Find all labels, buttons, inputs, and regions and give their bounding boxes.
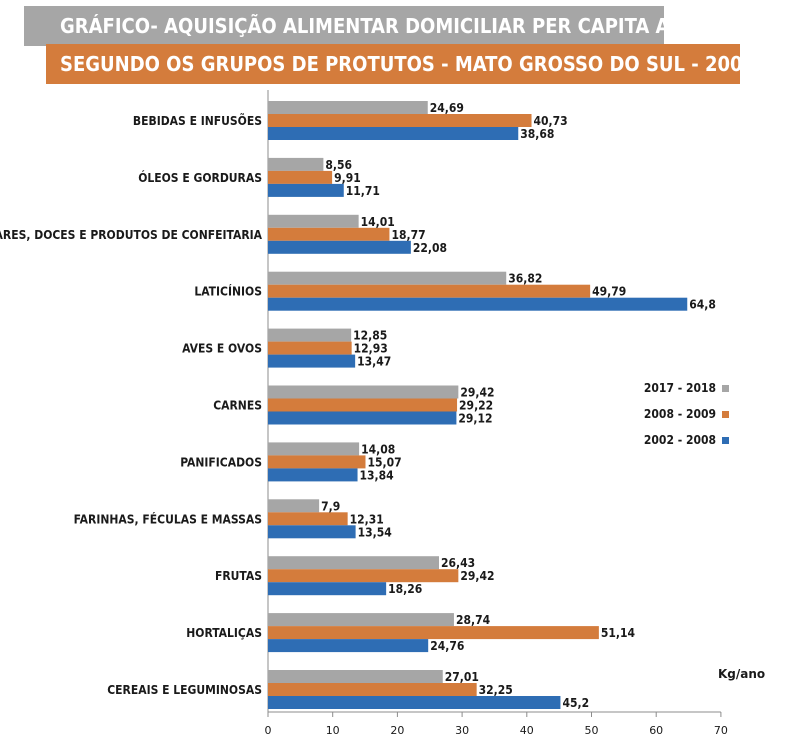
bar (268, 341, 352, 355)
bar (268, 183, 344, 197)
category-label: PANIFICADOS (180, 455, 262, 469)
x-tick-label: 60 (649, 724, 663, 737)
x-tick-label: 30 (455, 724, 469, 737)
bar (268, 214, 359, 228)
data-label: 36,82 (508, 272, 542, 286)
data-label: 64,8 (689, 298, 716, 312)
x-tick-label: 40 (520, 724, 534, 737)
legend-label: 2008 - 2009 (644, 407, 716, 421)
bar (268, 114, 532, 127)
data-label: 13,84 (360, 468, 395, 482)
bar (268, 127, 519, 140)
bar (268, 385, 459, 399)
data-label: 7,9 (321, 499, 340, 513)
bar (268, 271, 507, 285)
data-label: 29,22 (459, 399, 493, 413)
data-label: 15,07 (368, 455, 402, 469)
data-label: 9,91 (334, 171, 361, 185)
bar (268, 328, 352, 342)
category-label: CARNES (213, 399, 262, 413)
data-label: 49,79 (592, 285, 626, 299)
bar (268, 411, 457, 425)
bar (268, 101, 428, 114)
category-label: LATICÍNIOS (194, 284, 262, 299)
x-tick-label: 20 (390, 724, 404, 737)
bar (268, 683, 477, 696)
category-label: BEBIDAS E INFUSÕES (133, 113, 262, 128)
data-label: 27,01 (445, 670, 479, 684)
bar (268, 525, 356, 539)
x-tick-label: 0 (265, 724, 272, 737)
data-label: 26,43 (441, 556, 475, 570)
bar (268, 556, 440, 570)
bar (268, 512, 348, 526)
legend-label: 2017 - 2018 (644, 381, 716, 395)
category-label: FARINHAS, FÉCULAS E MASSAS (74, 511, 262, 526)
x-tick-label: 50 (585, 724, 599, 737)
data-label: 29,42 (460, 386, 494, 400)
category-label: AÇÚCARES, DOCES E PRODUTOS DE CONFEITARI… (0, 227, 263, 242)
bar (268, 639, 429, 653)
bar (268, 398, 458, 412)
bar (268, 442, 360, 456)
data-label: 8,56 (325, 158, 352, 172)
bar (268, 626, 599, 640)
category-labels: BEBIDAS E INFUSÕES ÓLEOS E GORDURAS AÇÚCAR… (0, 113, 263, 697)
data-label: 13,47 (357, 355, 391, 369)
chart-title-line-2: SEGUNDO OS GRUPOS DE PROTUTOS - MATO GRO… (46, 44, 800, 84)
bar (268, 582, 387, 596)
bar (268, 613, 454, 627)
bar (268, 170, 333, 184)
data-label: 51,14 (601, 626, 636, 640)
data-label: 24,69 (430, 101, 464, 115)
data-label: 24,76 (430, 639, 464, 653)
category-label: ÓLEOS E GORDURAS (138, 170, 262, 185)
bar (268, 240, 411, 254)
data-label: 14,01 (361, 215, 395, 229)
data-label: 11,71 (346, 184, 380, 198)
bar (268, 284, 591, 298)
data-label: 12,31 (350, 512, 384, 526)
data-label: 28,74 (456, 613, 491, 627)
data-label: 22,08 (413, 241, 447, 255)
legend-swatch (722, 385, 729, 392)
bar (268, 499, 320, 513)
data-label: 38,68 (520, 127, 554, 141)
x-tick-label: 70 (714, 724, 728, 737)
bar (268, 297, 688, 311)
bar (268, 227, 390, 241)
bar (268, 354, 356, 368)
chart-title-line-1: GRÁFICO- AQUISIÇÃO ALIMENTAR DOMICILIAR … (24, 6, 731, 46)
data-label: 18,77 (391, 228, 425, 242)
legend-swatch (722, 411, 729, 418)
data-label: 40,73 (534, 114, 568, 128)
legend-label: 2002 - 2008 (644, 433, 716, 447)
category-label: HORTALIÇAS (186, 626, 262, 640)
bars (268, 101, 688, 709)
data-label: 14,08 (361, 442, 395, 456)
category-label: FRUTAS (215, 569, 262, 583)
data-label: 18,26 (388, 582, 422, 596)
data-label: 29,42 (460, 569, 494, 583)
unit-label: Kg/ano (718, 667, 765, 681)
category-label: AVES E OVOS (182, 342, 262, 356)
data-label: 12,93 (354, 342, 388, 356)
data-label: 29,12 (458, 412, 492, 426)
bar (268, 569, 459, 583)
bar (268, 696, 561, 709)
data-label: 12,85 (353, 329, 387, 343)
data-label: 32,25 (479, 683, 513, 697)
data-label: 45,2 (562, 696, 589, 710)
bar (268, 455, 366, 469)
x-tick-label: 10 (326, 724, 340, 737)
legend: 2017 - 2018 2008 - 2009 2002 - 2008 (644, 381, 729, 447)
legend-swatch (722, 437, 729, 444)
bar (268, 157, 324, 171)
bar (268, 670, 443, 683)
category-label: CEREAIS E LEGUMINOSAS (107, 683, 262, 697)
bar (268, 468, 358, 482)
data-label: 13,54 (358, 525, 393, 539)
